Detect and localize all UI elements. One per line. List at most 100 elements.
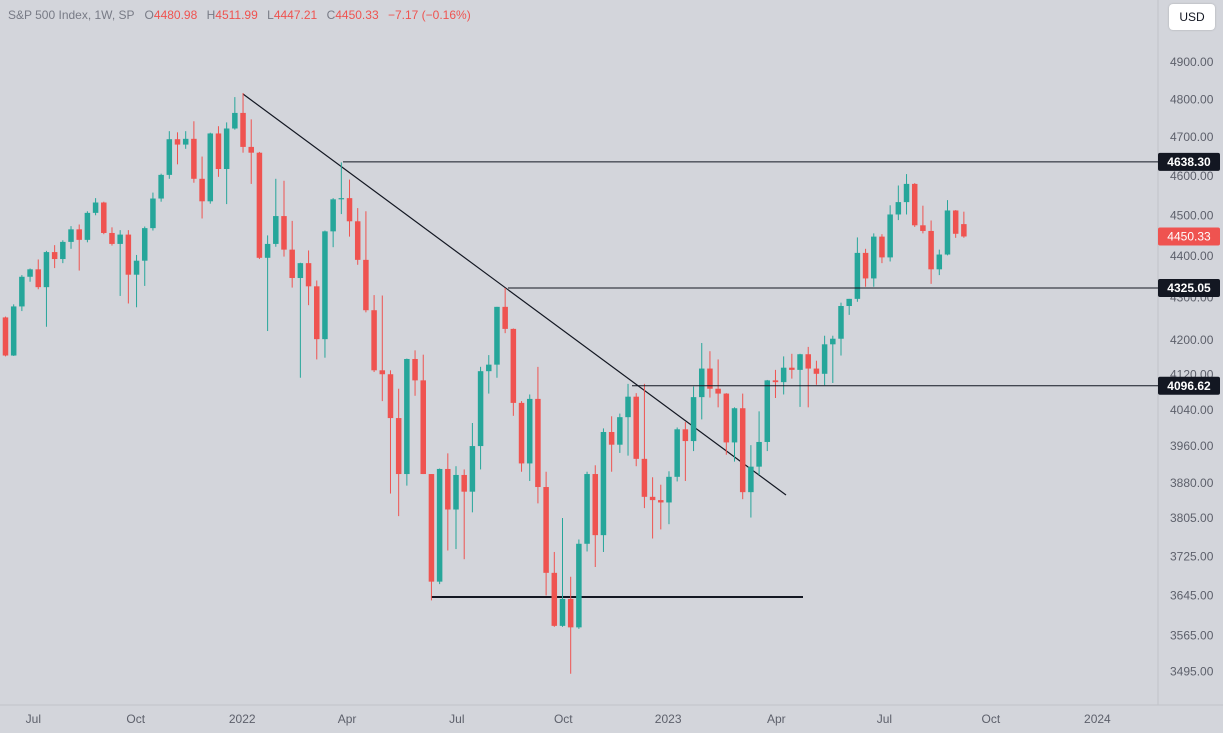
candle-body <box>428 474 435 582</box>
legend-header: S&P 500 Index, 1W, SP O4480.98 H4511.99 … <box>8 8 477 22</box>
candle-body <box>322 231 328 340</box>
y-tick-label: 3880.00 <box>1170 476 1214 490</box>
candle-body <box>117 234 123 244</box>
candle-body <box>797 354 803 370</box>
candle-body <box>592 474 599 536</box>
candle-body <box>27 269 33 277</box>
y-tick-label: 3565.00 <box>1170 629 1214 643</box>
candle-body <box>846 298 852 307</box>
x-tick-label: 2022 <box>229 712 256 726</box>
candle-body <box>707 368 713 389</box>
candle-body <box>125 234 132 275</box>
candle-body <box>780 367 787 383</box>
candle-body <box>715 388 721 394</box>
candle-body <box>404 358 410 475</box>
candle-body <box>232 112 238 129</box>
candle-body <box>10 306 17 356</box>
candle-body <box>338 198 345 200</box>
candle-body <box>371 310 377 371</box>
candle-body <box>84 212 91 240</box>
candle-body <box>674 429 680 477</box>
change: −7.17 (−0.16%) <box>387 8 471 22</box>
open-value: 4480.98 <box>153 8 198 22</box>
candle-body <box>928 230 934 270</box>
candle-body <box>314 286 320 340</box>
candle-body <box>150 198 156 229</box>
x-tick-label: 2024 <box>1084 712 1111 726</box>
candle-body <box>879 236 885 258</box>
candle-body <box>305 263 312 287</box>
candle-body <box>223 128 230 170</box>
x-tick-label: Jul <box>877 712 892 726</box>
candle-body <box>281 216 287 250</box>
candle-body <box>191 138 197 179</box>
level-price-box <box>1158 278 1220 297</box>
candle-body <box>330 199 336 232</box>
x-tick-label: Apr <box>338 712 357 726</box>
candle-body <box>772 380 779 383</box>
candle-body <box>854 252 861 299</box>
level-price-label: 4096.62 <box>1167 379 1211 393</box>
candle-body <box>297 263 304 279</box>
candle-body <box>731 408 738 443</box>
candle-body <box>576 543 582 628</box>
candle-body <box>903 183 910 203</box>
candle-body <box>944 210 951 255</box>
candle-body <box>494 306 500 365</box>
candle-body <box>698 368 705 398</box>
y-tick-label: 4900.00 <box>1170 55 1214 69</box>
candle-body <box>133 260 140 275</box>
candle-body <box>68 229 74 242</box>
symbol: S&P 500 Index, 1W, SP <box>8 8 135 22</box>
candle-body <box>952 210 959 234</box>
candle-body <box>690 397 697 442</box>
candle-body <box>862 252 869 279</box>
candle-body <box>35 269 42 288</box>
candle-body <box>608 432 615 445</box>
x-tick-label: Oct <box>982 712 1001 726</box>
candle-body <box>502 306 508 329</box>
candle-body <box>363 259 369 311</box>
candle-body <box>43 252 50 288</box>
candle-body <box>887 214 893 258</box>
candle-body <box>182 138 189 145</box>
candle-body <box>543 487 549 573</box>
candle-body <box>551 572 558 626</box>
low-value: 4447.21 <box>273 8 318 22</box>
y-tick-label: 4040.00 <box>1170 403 1214 417</box>
y-tick-label: 4700.00 <box>1170 130 1214 144</box>
candle-body <box>461 474 467 492</box>
candle-body <box>821 344 828 374</box>
candle-body <box>559 598 566 626</box>
open-label: O <box>144 8 154 22</box>
y-tick-label: 3645.00 <box>1170 589 1214 603</box>
candle-body <box>453 474 459 510</box>
candle-body <box>920 225 926 231</box>
candle-body <box>813 368 820 374</box>
candle-body <box>871 236 877 279</box>
level-price-box <box>1158 376 1220 395</box>
low-label: L <box>267 8 274 22</box>
x-tick-label: 2023 <box>655 712 682 726</box>
candle-body <box>469 446 476 492</box>
high-value: 4511.99 <box>215 8 258 22</box>
candle-body <box>166 139 173 175</box>
currency-button[interactable]: USD <box>1169 4 1215 30</box>
candle-body <box>682 429 689 442</box>
candle-body <box>748 466 754 493</box>
level-price-box <box>1158 152 1220 171</box>
candle-body <box>510 328 517 403</box>
candle-body <box>584 474 590 544</box>
x-tick-label: Oct <box>554 712 573 726</box>
candle-body <box>379 370 386 375</box>
y-tick-label: 4600.00 <box>1170 169 1214 183</box>
candle-body <box>248 146 254 153</box>
candle-body <box>256 152 263 258</box>
candle-body <box>76 229 82 240</box>
y-tick-label: 3805.00 <box>1170 511 1214 525</box>
candle-body <box>526 398 533 464</box>
candle-body <box>141 228 148 261</box>
candle-body <box>215 133 222 170</box>
candle-body <box>264 243 271 258</box>
